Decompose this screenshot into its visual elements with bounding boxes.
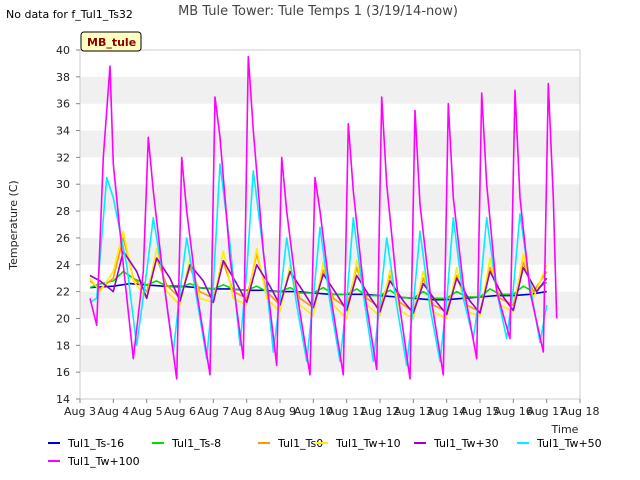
grid-band	[80, 103, 580, 131]
y-axis-label: Temperature (C)	[7, 180, 20, 270]
x-tick-label: Aug 18	[561, 405, 600, 418]
x-tick-label: Aug 4	[97, 405, 129, 418]
y-ticks: 14 16 18 20 22 24 26 28 30 32 34 36 38 40	[56, 44, 80, 406]
y-tick-label: 38	[56, 71, 70, 84]
y-tick-label: 26	[56, 232, 70, 245]
x-tick-label: Aug 16	[494, 405, 533, 418]
grid-band	[80, 372, 580, 399]
legend-item: Tul1_Ts0	[258, 437, 323, 450]
legend-label: Tul1_Tw+30	[433, 437, 499, 450]
legend-label: Tul1_Ts-8	[171, 437, 221, 450]
y-tick-label: 18	[56, 339, 70, 352]
legend: Tul1_Ts-16 Tul1_Ts-8 Tul1_Ts0 Tul1_Tw+10 Tul…	[48, 437, 602, 468]
grid-band	[80, 76, 580, 104]
x-tick-label: Aug 9	[264, 405, 296, 418]
no-data-note: No data for f_Tul1_Ts32	[6, 8, 133, 21]
x-tick-label: Aug 3	[64, 405, 96, 418]
y-tick-label: 16	[56, 366, 70, 379]
x-tick-label: Aug 7	[197, 405, 229, 418]
legend-label: Tul1_Ts-16	[67, 437, 124, 450]
x-tick-label: Aug 11	[327, 405, 366, 418]
y-tick-label: 30	[56, 178, 70, 191]
site-label-box	[80, 31, 142, 52]
x-tick-label: Aug 10	[294, 405, 333, 418]
y-tick-label: 28	[56, 205, 70, 218]
grid-band	[80, 318, 580, 346]
y-tick-label: 14	[56, 393, 70, 406]
x-axis-label: Time	[551, 423, 579, 436]
legend-item: Tul1_Tw+50	[517, 437, 602, 450]
site-label: MB_tule	[87, 36, 136, 49]
grid-band	[80, 50, 580, 77]
grid-band	[80, 157, 580, 185]
x-tick-label: Aug 12	[361, 405, 400, 418]
y-tick-label: 22	[56, 286, 70, 299]
legend-item: Tul1_Tw+30	[414, 437, 499, 450]
x-tick-label: Aug 15	[461, 405, 500, 418]
y-tick-label: 34	[56, 125, 70, 138]
y-tick-label: 32	[56, 151, 70, 164]
grid-band	[80, 184, 580, 212]
legend-label: Tul1_Ts0	[277, 437, 323, 450]
series-layer	[89, 55, 558, 380]
y-tick-label: 40	[56, 44, 70, 57]
grid-band	[80, 130, 580, 158]
legend-label: Tul1_Tw+100	[67, 455, 140, 468]
grid-band	[80, 345, 580, 373]
y-tick-label: 20	[56, 312, 70, 325]
x-tick-label: Aug 17	[527, 405, 566, 418]
grid-band	[80, 211, 580, 238]
grid-band	[80, 237, 580, 265]
y-tick-label: 36	[56, 98, 70, 111]
x-tick-label: Aug 6	[164, 405, 196, 418]
x-tick-label: Aug 5	[131, 405, 163, 418]
legend-label: Tul1_Tw+10	[335, 437, 401, 450]
x-tick-label: Aug 14	[427, 405, 466, 418]
series-line-tul1-tw-30	[89, 250, 548, 316]
legend-item: Tul1_Tw+10	[316, 437, 401, 450]
chart-title: MB Tule Tower: Tule Temps 1 (3/19/14-now…	[178, 4, 458, 19]
legend-item: Tul1_Ts-8	[152, 437, 221, 450]
legend-item: Tul1_Tw+100	[48, 455, 140, 468]
x-tick-label: Aug 8	[231, 405, 263, 418]
series-line-tul1-tw-100	[89, 55, 558, 380]
legend-item: Tul1_Ts-16	[48, 437, 124, 450]
x-tick-label: Aug 13	[394, 405, 433, 418]
plot-frame	[79, 49, 581, 400]
y-tick-label: 24	[56, 259, 70, 272]
legend-label: Tul1_Tw+50	[536, 437, 602, 450]
